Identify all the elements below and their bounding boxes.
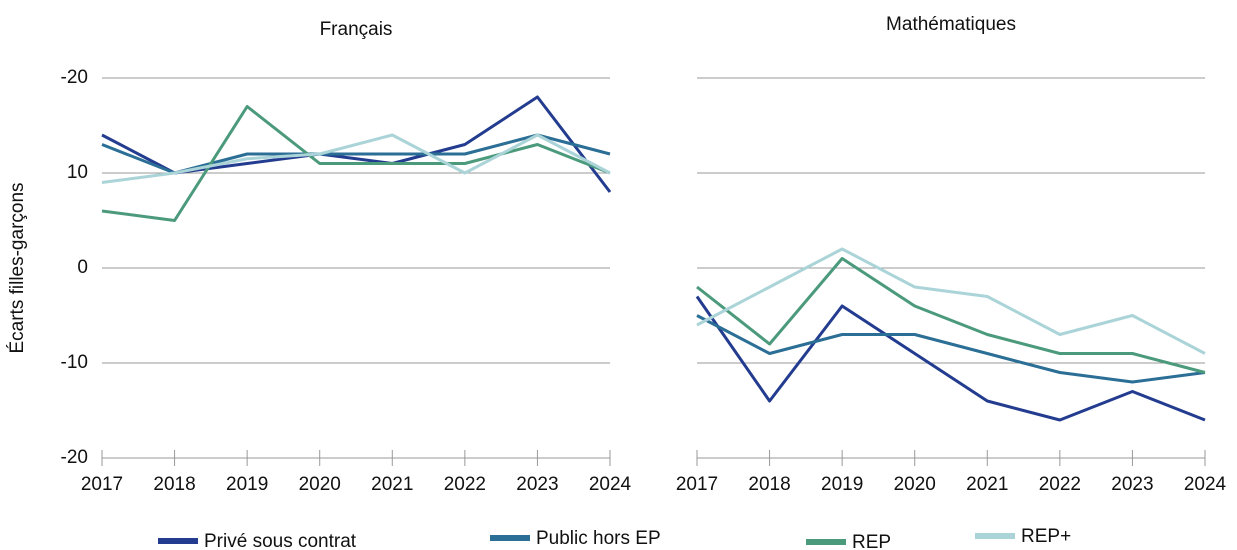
x-tick-label: 2018 <box>153 474 195 495</box>
x-tick-label: 2018 <box>748 474 790 495</box>
series-line <box>101 133 611 184</box>
x-tick-label: 2020 <box>299 474 341 495</box>
x-tick-label: 2019 <box>226 474 268 495</box>
y-tick-label: -20 <box>61 447 88 468</box>
x-tick-label: 2017 <box>676 474 718 495</box>
y-tick-label: 0 <box>77 257 88 278</box>
legend-label: REP+ <box>1021 526 1071 547</box>
x-tick-label: 2021 <box>966 474 1008 495</box>
series-line <box>101 133 611 175</box>
series-line <box>696 247 1206 355</box>
x-tick-label: 2023 <box>1111 474 1153 495</box>
series-line <box>696 314 1206 384</box>
y-tick-label: -20 <box>61 67 88 88</box>
x-tick-label: 2022 <box>1039 474 1081 495</box>
series-line <box>695 295 1206 422</box>
x-tick-label: 2021 <box>371 474 413 495</box>
y-tick-label: -10 <box>61 352 88 373</box>
series-line <box>696 257 1206 374</box>
legend-label: Public hors EP <box>536 528 661 549</box>
legend-label: Privé sous contrat <box>204 531 357 550</box>
series-line <box>101 105 611 222</box>
x-tick-label: 2017 <box>81 474 123 495</box>
x-tick-label: 2020 <box>894 474 936 495</box>
x-tick-label: 2024 <box>589 474 632 495</box>
panel-title: Français <box>320 19 393 40</box>
y-tick-label: 10 <box>67 162 88 183</box>
x-tick-label: 2019 <box>821 474 863 495</box>
panel-title: Mathématiques <box>886 14 1016 35</box>
x-tick-label: 2024 <box>1184 474 1227 495</box>
legend-label: REP <box>852 532 891 550</box>
x-tick-label: 2023 <box>516 474 558 495</box>
y-axis-label: Écarts filles-garçons <box>7 182 28 353</box>
x-tick-label: 2022 <box>444 474 486 495</box>
